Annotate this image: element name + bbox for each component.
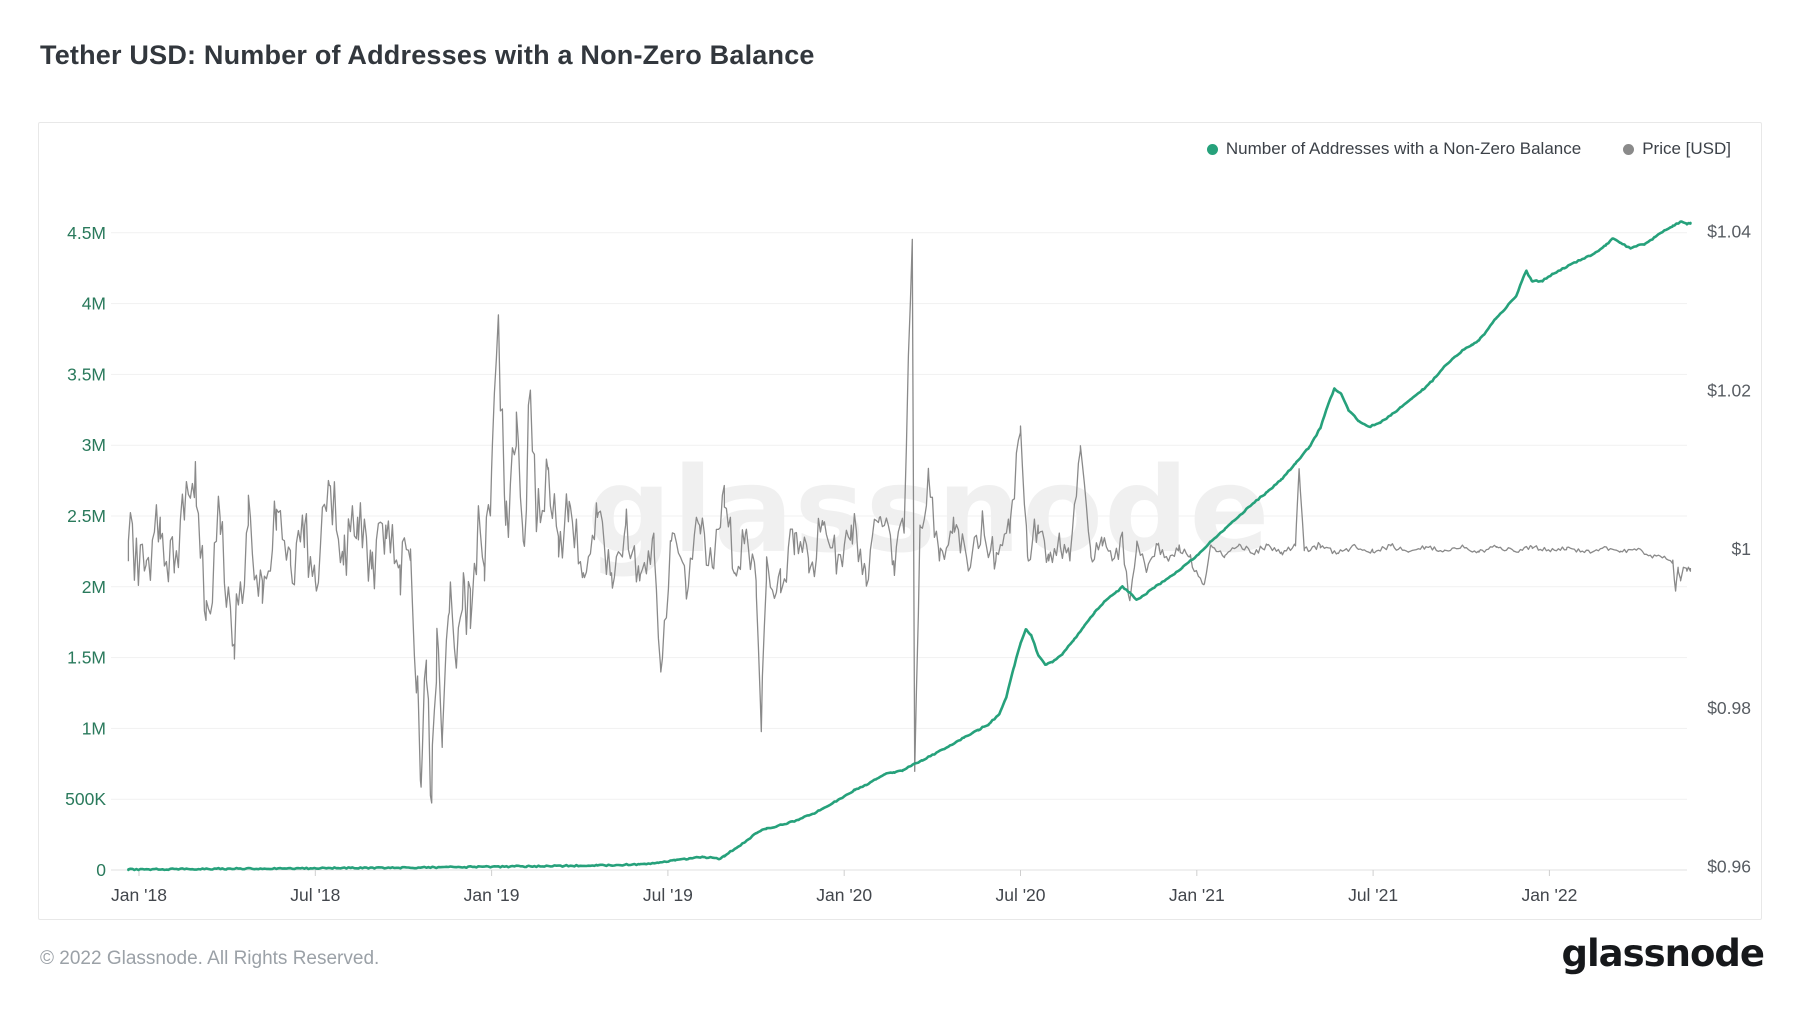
y-left-tick-label: 1M: [82, 718, 106, 738]
legend-item-addresses[interactable]: Number of Addresses with a Non-Zero Bala…: [1206, 139, 1582, 159]
gridlines: [111, 232, 1687, 871]
y-left-tick-label: 500K: [65, 789, 106, 809]
y-left-tick-label: 3M: [82, 435, 106, 455]
x-tick-label: Jan '20: [816, 885, 872, 905]
x-tick-label: Jan '22: [1521, 885, 1577, 905]
chart-card: Number of Addresses with a Non-Zero Bala…: [38, 122, 1762, 920]
y-left-tick-label: 2.5M: [67, 506, 106, 526]
y-right-tick-label: $1.02: [1707, 380, 1751, 400]
x-tick-label: Jan '21: [1169, 885, 1225, 905]
y-left-tick-label: 4.5M: [67, 223, 106, 243]
y-axis-left-labels: 0 500K 1M 1.5M 2M 2.5M 3M 3.5M 4M 4.5M: [65, 223, 106, 880]
chart-legend: Number of Addresses with a Non-Zero Bala…: [1206, 139, 1731, 159]
x-tick-label: Jul '19: [643, 885, 693, 905]
y-right-tick-label: $1.04: [1707, 222, 1751, 242]
y-right-tick-label: $0.98: [1707, 698, 1751, 718]
addresses-line: [127, 220, 1692, 872]
x-tick-label: Jul '21: [1348, 885, 1398, 905]
copyright-text: © 2022 Glassnode. All Rights Reserved.: [40, 948, 380, 969]
x-tick-label: Jan '18: [111, 885, 167, 905]
page-title: Tether USD: Number of Addresses with a N…: [40, 40, 815, 70]
y-left-tick-label: 2M: [82, 577, 106, 597]
price-line: [127, 238, 1692, 804]
x-tick-label: Jan '19: [464, 885, 520, 905]
glassnode-watermark: glassnode: [587, 441, 1271, 579]
y-left-tick-label: 4M: [82, 294, 106, 314]
y-left-tick-label: 3.5M: [67, 364, 106, 384]
x-tickmarks: [138, 870, 1550, 876]
y-left-tick-label: 0: [96, 860, 106, 880]
y-axis-right-labels: $0.96 $0.98 $1 $1.02 $1.04: [1707, 222, 1751, 877]
x-axis-labels: Jan '18 Jul '18 Jan '19 Jul '19 Jan '20 Jul '…: [111, 885, 1577, 905]
y-right-tick-label: $0.96: [1707, 857, 1751, 877]
glassnode-logo: glassnode: [1561, 932, 1765, 975]
addresses-series-dot-icon: [1206, 143, 1218, 155]
y-left-tick-label: 1.5M: [67, 648, 106, 668]
y-right-tick-label: $1: [1732, 539, 1751, 559]
price-series-dot-icon: [1623, 143, 1635, 155]
x-tick-label: Jul '20: [995, 885, 1045, 905]
legend-item-price[interactable]: Price [USD]: [1623, 139, 1731, 159]
legend-label-price: Price [USD]: [1642, 139, 1731, 158]
legend-label-addresses: Number of Addresses with a Non-Zero Bala…: [1225, 139, 1582, 158]
chart-plot-area: 0500K1M1.5M2M2.5M3M3.5M4M4.5M$0.96$0.98$…: [65, 220, 1751, 905]
x-tick-label: Jul '18: [290, 885, 340, 905]
